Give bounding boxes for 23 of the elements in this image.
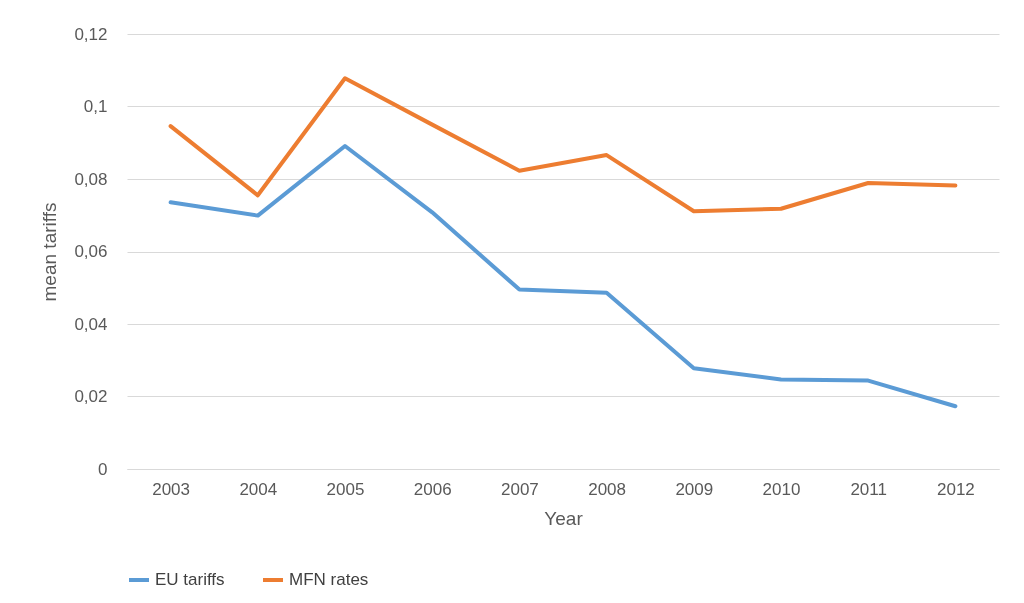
legend-label: MFN rates	[289, 570, 369, 589]
x-tick-label: 2005	[326, 479, 365, 499]
x-tick-label: 2010	[762, 479, 801, 499]
y-tick-label: 0,12	[74, 24, 108, 44]
y-tick-label: 0,04	[74, 314, 108, 334]
x-axis-title: Year	[544, 507, 584, 529]
line-series	[168, 144, 958, 409]
x-tick-label: 2004	[239, 479, 278, 499]
y-tick-label: 0,06	[74, 242, 108, 261]
y-tick-label: 0,08	[74, 169, 108, 189]
legend-label: EU tariffs	[155, 570, 225, 589]
x-tick-label: 2011	[850, 479, 887, 499]
x-tick-label: 2009	[675, 479, 714, 499]
x-tick-label: 2008	[588, 479, 627, 499]
x-tick-label: 2007	[500, 479, 539, 499]
x-tick-label: 2003	[152, 479, 191, 499]
x-tick-label: 2012	[936, 479, 975, 499]
line-series	[168, 76, 958, 214]
y-axis-title: mean tariffs	[39, 202, 61, 302]
y-tick-label: 0,02	[74, 387, 108, 406]
y-tick-label: 0,1	[83, 97, 108, 116]
y-tick-label: 0	[98, 459, 108, 479]
x-tick-label: 2006	[413, 479, 452, 499]
